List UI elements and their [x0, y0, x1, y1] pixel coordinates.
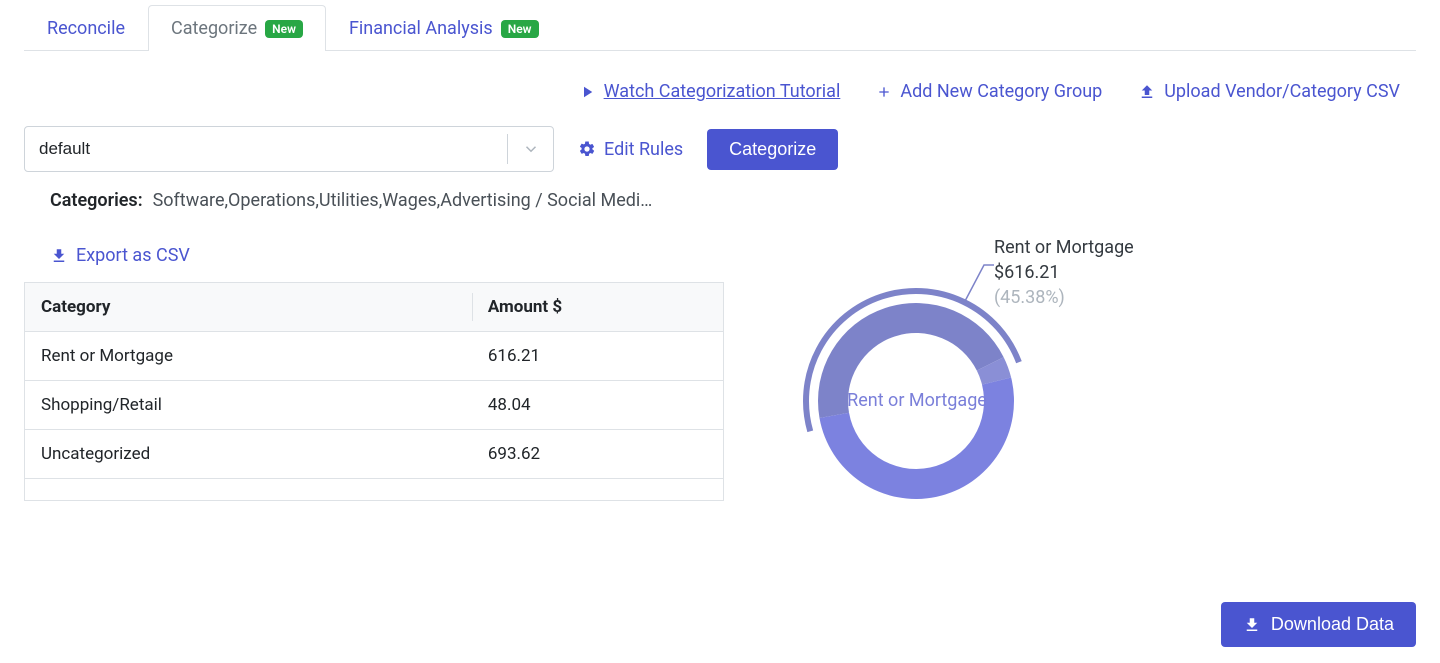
tab-financial-analysis[interactable]: Financial Analysis New [326, 5, 562, 51]
controls-row: Edit Rules Categorize [24, 126, 1416, 172]
categories-summary: Categories: Software,Operations,Utilitie… [50, 190, 1416, 211]
link-label: Export as CSV [76, 245, 190, 266]
cell-amount: 48.04 [472, 381, 724, 430]
add-category-group-link[interactable]: Add New Category Group [876, 81, 1102, 102]
categories-text: Software,Operations,Utilities,Wages,Adve… [153, 190, 653, 211]
tab-categorize[interactable]: Categorize New [148, 5, 326, 51]
tab-reconcile[interactable]: Reconcile [24, 5, 148, 51]
download-icon [1243, 616, 1261, 634]
cell-amount: 693.62 [472, 430, 724, 479]
category-amount-table: Category Amount $ Rent or Mortgage 616.2… [24, 282, 724, 501]
select-divider [507, 134, 508, 164]
watch-tutorial-link[interactable]: Watch Categorization Tutorial [578, 81, 841, 102]
link-label: Edit Rules [604, 139, 683, 160]
callout-value: $616.21 [994, 260, 1134, 285]
download-data-button[interactable]: Download Data [1221, 602, 1416, 647]
table-row: Rent or Mortgage 616.21 [25, 332, 724, 381]
chart-callout: Rent or Mortgage $616.21 (45.38%) [994, 235, 1134, 311]
play-icon [578, 83, 596, 101]
column-header-amount[interactable]: Amount $ [472, 283, 724, 332]
callout-title: Rent or Mortgage [994, 235, 1134, 260]
edit-rules-link[interactable]: Edit Rules [578, 139, 683, 160]
column-header-category[interactable]: Category [25, 283, 472, 332]
categories-label: Categories: [50, 190, 143, 211]
actions-row: Watch Categorization Tutorial Add New Ca… [24, 81, 1416, 102]
tab-label: Financial Analysis [349, 18, 493, 39]
link-label: Upload Vendor/Category CSV [1164, 81, 1400, 102]
plus-icon [876, 84, 892, 100]
chart-center-label: Rent or Mortgage [822, 390, 1012, 411]
new-badge: New [265, 20, 303, 38]
upload-icon [1138, 83, 1156, 101]
upload-csv-link[interactable]: Upload Vendor/Category CSV [1138, 81, 1400, 102]
table-row: Shopping/Retail 48.04 [25, 381, 724, 430]
tab-label: Reconcile [47, 18, 125, 39]
cell-category: Uncategorized [25, 430, 472, 479]
cell-category: Rent or Mortgage [25, 332, 472, 381]
link-label: Add New Category Group [900, 81, 1102, 102]
tab-bar: Reconcile Categorize New Financial Analy… [24, 0, 1416, 51]
category-donut-chart: Rent or Mortgage Rent or Mortgage $616.2… [764, 245, 1144, 525]
link-label: Watch Categorization Tutorial [604, 81, 841, 102]
gear-icon [578, 140, 596, 158]
callout-pct: (45.38%) [994, 285, 1134, 310]
callout-leader [964, 265, 994, 303]
chevron-down-icon [522, 140, 540, 158]
tab-label: Categorize [171, 18, 257, 39]
cell-category: Shopping/Retail [25, 381, 472, 430]
cell-amount: 616.21 [472, 332, 724, 381]
categorize-button[interactable]: Categorize [707, 129, 838, 170]
button-label: Download Data [1271, 614, 1394, 635]
export-csv-link[interactable]: Export as CSV [50, 245, 190, 266]
table-row: Uncategorized 693.62 [25, 430, 724, 479]
table-row-empty [25, 479, 724, 501]
new-badge: New [501, 20, 539, 38]
category-group-select[interactable] [24, 126, 554, 172]
download-icon [50, 247, 68, 265]
select-input[interactable] [24, 126, 554, 172]
